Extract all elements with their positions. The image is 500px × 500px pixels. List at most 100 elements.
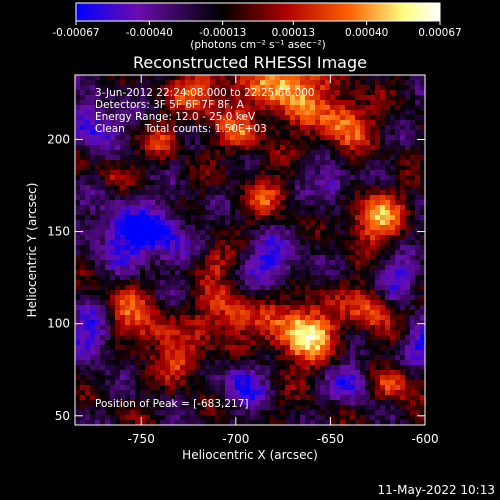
heatmap-cell [310, 205, 315, 210]
heatmap-cell [415, 180, 420, 185]
heatmap-cell [130, 255, 135, 260]
heatmap-cell [290, 380, 295, 385]
heatmap-cell [270, 200, 275, 205]
heatmap-cell [215, 245, 220, 250]
heatmap-cell [100, 170, 105, 175]
heatmap-cell [370, 260, 375, 265]
heatmap-cell [315, 165, 320, 170]
heatmap-cell [380, 295, 385, 300]
heatmap-cell [320, 135, 325, 140]
heatmap-cell [350, 405, 355, 410]
heatmap-cell [220, 170, 225, 175]
heatmap-cell [85, 245, 90, 250]
heatmap-cell [140, 355, 145, 360]
heatmap-cell [400, 220, 405, 225]
heatmap-cell [290, 370, 295, 375]
heatmap-cell [245, 115, 250, 120]
heatmap-cell [115, 125, 120, 130]
heatmap-cell [270, 90, 275, 95]
heatmap-cell [195, 125, 200, 130]
heatmap-cell [305, 235, 310, 240]
heatmap-cell [200, 215, 205, 220]
heatmap-cell [135, 190, 140, 195]
heatmap-cell [240, 280, 245, 285]
heatmap-cell [380, 270, 385, 275]
heatmap-cell [235, 235, 240, 240]
heatmap-cell [155, 390, 160, 395]
heatmap-cell [240, 375, 245, 380]
heatmap-cell [310, 415, 315, 420]
heatmap-cell [100, 105, 105, 110]
heatmap-cell [105, 310, 110, 315]
heatmap-cell [400, 155, 405, 160]
heatmap-cell [280, 290, 285, 295]
heatmap-cell [175, 280, 180, 285]
heatmap-cell [215, 370, 220, 375]
heatmap-cell [125, 95, 130, 100]
heatmap-cell [135, 285, 140, 290]
heatmap-cell [225, 240, 230, 245]
heatmap-cell [255, 415, 260, 420]
heatmap-cell [415, 260, 420, 265]
heatmap-cell [130, 330, 135, 335]
heatmap-cell [400, 235, 405, 240]
heatmap-cell [130, 155, 135, 160]
heatmap-cell [290, 180, 295, 185]
heatmap-cell [385, 230, 390, 235]
heatmap-cell [385, 120, 390, 125]
heatmap-cell [355, 290, 360, 295]
heatmap-cell [120, 290, 125, 295]
heatmap-cell [75, 240, 80, 245]
heatmap-cell [300, 285, 305, 290]
heatmap-cell [350, 285, 355, 290]
heatmap-cell [400, 385, 405, 390]
heatmap-cell [375, 395, 380, 400]
heatmap-cell [415, 310, 420, 315]
heatmap-cell [220, 155, 225, 160]
heatmap-cell [210, 305, 215, 310]
heatmap-cell [80, 160, 85, 165]
heatmap-cell [420, 380, 425, 385]
heatmap-cell [350, 135, 355, 140]
heatmap-cell [335, 205, 340, 210]
heatmap-cell [260, 385, 265, 390]
heatmap-cell [260, 100, 265, 105]
heatmap-cell [410, 350, 415, 355]
heatmap-cell [285, 130, 290, 135]
heatmap-cell [315, 205, 320, 210]
heatmap-cell [175, 185, 180, 190]
heatmap-cell [290, 235, 295, 240]
heatmap-cell [185, 370, 190, 375]
heatmap-cell [290, 90, 295, 95]
heatmap-cell [405, 295, 410, 300]
heatmap-cell [200, 155, 205, 160]
heatmap-cell [115, 80, 120, 85]
heatmap-cell [290, 150, 295, 155]
heatmap-cell [260, 235, 265, 240]
heatmap-cell [75, 105, 80, 110]
heatmap-cell [160, 375, 165, 380]
heatmap-cell [395, 105, 400, 110]
heatmap-cell [110, 80, 115, 85]
heatmap-cell [115, 130, 120, 135]
heatmap-cell [340, 130, 345, 135]
heatmap-cell [305, 415, 310, 420]
heatmap-cell [80, 95, 85, 100]
heatmap-cell [85, 115, 90, 120]
heatmap-cell [160, 275, 165, 280]
heatmap-cell [255, 310, 260, 315]
heatmap-cell [270, 385, 275, 390]
heatmap-cell [85, 400, 90, 405]
heatmap-cell [200, 345, 205, 350]
heatmap-cell [120, 340, 125, 345]
heatmap-cell [330, 235, 335, 240]
heatmap-cell [130, 170, 135, 175]
heatmap-cell [150, 235, 155, 240]
heatmap-cell [340, 400, 345, 405]
heatmap-cell [300, 370, 305, 375]
heatmap-cell [240, 85, 245, 90]
heatmap-cell [190, 355, 195, 360]
heatmap-cell [290, 190, 295, 195]
heatmap-cell [270, 260, 275, 265]
heatmap-cell [390, 370, 395, 375]
